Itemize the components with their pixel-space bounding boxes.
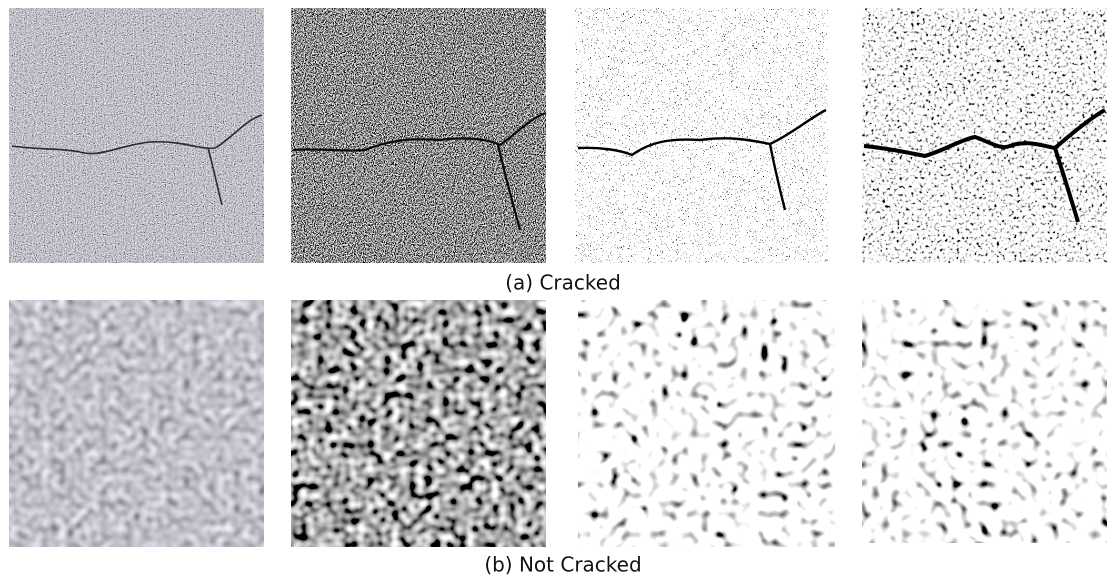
image-enhanced (291, 300, 546, 547)
image-original (9, 300, 264, 547)
not-cracked-row (9, 300, 1107, 547)
caption: (b) Not Cracked (484, 553, 641, 577)
figure: (a) Cracked (b) Not Cracked (0, 0, 1107, 584)
image-binary (575, 8, 828, 263)
image-original (9, 8, 264, 263)
image-feature (862, 300, 1107, 543)
page: {"rows": [{"caption": "(a) Cracked"}, {"… (0, 0, 1107, 584)
cracked-row (9, 8, 1107, 263)
image-binary (578, 300, 835, 547)
image-enhanced (291, 8, 546, 263)
caption: (a) Cracked (505, 271, 621, 295)
